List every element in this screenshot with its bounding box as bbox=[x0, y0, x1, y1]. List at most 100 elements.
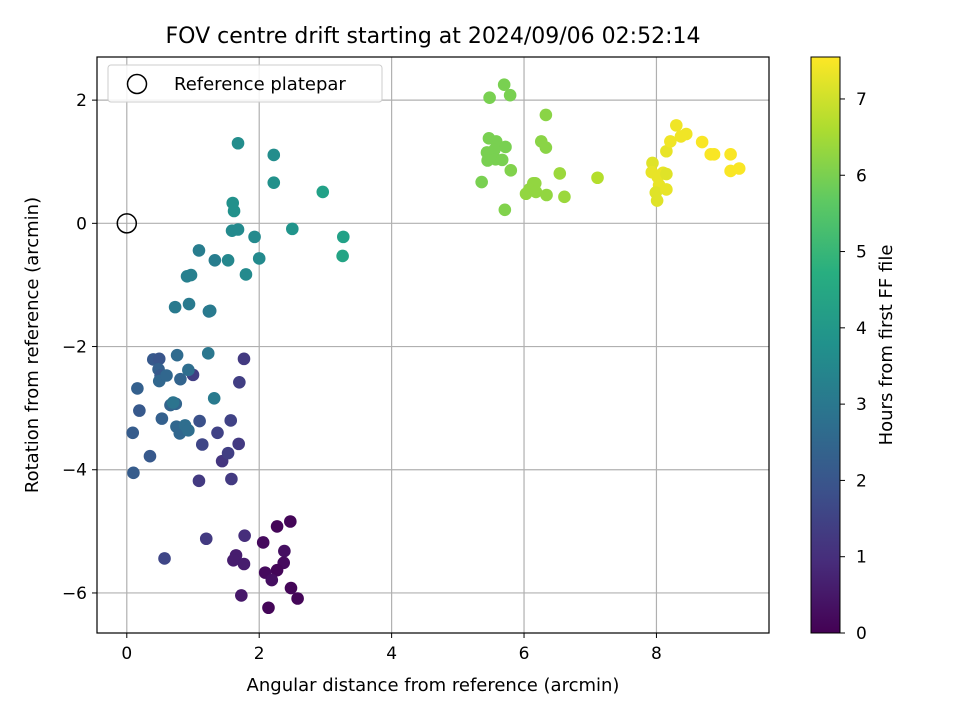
data-point bbox=[498, 203, 512, 217]
data-point bbox=[664, 135, 677, 148]
plot-frame bbox=[96, 56, 770, 634]
data-point bbox=[225, 472, 238, 486]
data-point bbox=[262, 601, 275, 615]
data-point bbox=[670, 119, 683, 132]
data-point bbox=[553, 167, 567, 180]
data-point bbox=[539, 141, 553, 154]
data-point bbox=[160, 369, 173, 382]
data-point bbox=[221, 446, 235, 460]
data-point bbox=[131, 382, 144, 395]
data-point bbox=[193, 414, 206, 428]
data-point bbox=[170, 348, 184, 362]
data-point bbox=[336, 249, 349, 263]
data-point bbox=[211, 426, 224, 440]
data-point bbox=[235, 589, 248, 602]
data-point bbox=[286, 222, 299, 236]
data-point bbox=[540, 188, 553, 202]
legend-reference-marker-icon bbox=[126, 73, 148, 95]
x-tick-label: 4 bbox=[386, 644, 397, 664]
x-axis-label: Angular distance from reference (arcmin) bbox=[247, 675, 620, 696]
y-tick-label: 0 bbox=[76, 214, 87, 234]
data-point bbox=[155, 412, 169, 425]
data-point bbox=[284, 515, 297, 528]
data-point bbox=[195, 438, 209, 451]
data-point bbox=[504, 164, 518, 177]
data-point bbox=[679, 127, 693, 141]
data-point bbox=[199, 532, 213, 546]
data-point bbox=[168, 300, 182, 314]
data-point bbox=[192, 244, 206, 257]
data-point bbox=[252, 252, 266, 265]
data-point bbox=[182, 297, 196, 311]
data-point bbox=[732, 162, 746, 175]
colorbar-tick-label: 2 bbox=[856, 471, 867, 491]
data-point bbox=[182, 363, 195, 377]
data-points bbox=[126, 78, 746, 615]
y-axis-ticks: 2 0 −2 −4 −6 bbox=[62, 91, 97, 604]
data-point bbox=[126, 426, 140, 440]
data-point bbox=[174, 372, 187, 386]
data-point bbox=[316, 185, 330, 199]
data-point bbox=[284, 581, 298, 595]
data-point bbox=[270, 563, 284, 577]
data-point bbox=[503, 88, 517, 102]
data-point bbox=[519, 187, 533, 201]
data-point bbox=[591, 171, 604, 185]
legend-label: Reference platepar bbox=[174, 74, 346, 95]
y-tick-label: −2 bbox=[62, 338, 87, 358]
y-axis-label: Rotation from reference (arcmin) bbox=[22, 197, 43, 493]
data-point bbox=[495, 153, 509, 167]
data-point bbox=[232, 437, 245, 451]
data-point bbox=[233, 375, 246, 389]
data-point bbox=[224, 414, 238, 427]
data-point bbox=[529, 185, 543, 199]
data-point bbox=[660, 144, 673, 158]
data-point bbox=[158, 552, 171, 565]
reference-platepar-marker bbox=[116, 213, 138, 234]
data-point bbox=[127, 466, 140, 480]
data-point bbox=[184, 268, 198, 282]
x-tick-label: 8 bbox=[651, 644, 662, 664]
data-point bbox=[201, 347, 215, 360]
reference-marker-layer bbox=[116, 213, 138, 234]
data-point bbox=[166, 396, 180, 409]
colorbar-tick-label: 4 bbox=[856, 319, 867, 339]
data-point bbox=[208, 253, 222, 267]
data-point bbox=[227, 554, 240, 567]
data-point bbox=[695, 135, 709, 149]
data-point bbox=[724, 148, 737, 161]
data-point bbox=[237, 557, 251, 571]
data-point bbox=[558, 190, 571, 204]
data-point bbox=[336, 230, 350, 244]
data-point bbox=[238, 529, 251, 542]
data-point bbox=[152, 352, 166, 366]
data-point bbox=[267, 176, 281, 189]
data-point bbox=[226, 196, 240, 210]
y-tick-label: −4 bbox=[62, 461, 87, 481]
data-point bbox=[265, 573, 279, 587]
data-point bbox=[237, 352, 251, 366]
data-point bbox=[256, 536, 270, 549]
data-point bbox=[207, 391, 221, 405]
data-point bbox=[497, 78, 511, 92]
legend-box bbox=[107, 64, 383, 103]
data-point bbox=[646, 156, 659, 170]
colorbar-tick-label: 1 bbox=[856, 548, 867, 568]
data-point bbox=[267, 148, 281, 162]
colorbar-ticks: 0 1 2 3 4 5 6 7 bbox=[840, 90, 867, 644]
data-point bbox=[499, 140, 512, 154]
data-point bbox=[539, 108, 553, 122]
data-point bbox=[239, 268, 253, 281]
data-point bbox=[487, 143, 501, 157]
data-point bbox=[650, 194, 664, 207]
data-point bbox=[270, 520, 284, 533]
colorbar-tick-label: 5 bbox=[856, 243, 867, 263]
chart-title: FOV centre drift starting at 2024/09/06 … bbox=[166, 24, 701, 49]
x-tick-label: 2 bbox=[254, 644, 265, 664]
legend: Reference platepar bbox=[107, 64, 383, 103]
data-point bbox=[221, 253, 235, 267]
x-tick-label: 6 bbox=[519, 644, 530, 664]
data-point bbox=[248, 230, 261, 244]
data-point bbox=[143, 449, 157, 463]
